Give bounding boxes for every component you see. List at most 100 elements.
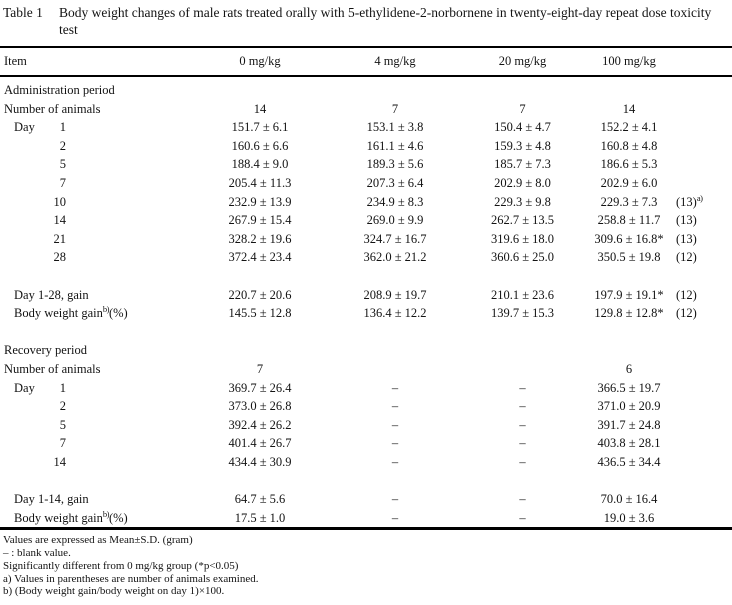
day-prefix: Day: [14, 380, 35, 395]
cell-value: 232.9 ± 13.9: [228, 194, 292, 209]
cell-value: 229.3 ± 7.3: [600, 194, 658, 209]
cell-value: 267.9 ± 15.4: [228, 213, 292, 228]
col-header-0mg: 0 mg/kg: [190, 47, 330, 77]
spacer-row: [0, 267, 732, 286]
cell-annot: [673, 397, 732, 416]
cell-value: 392.4 ± 26.2: [228, 417, 292, 432]
row-label: Body weight gainb)(%): [0, 509, 190, 529]
cell-annot: [673, 137, 732, 156]
row-label: 5: [0, 416, 190, 435]
day-number: 5: [59, 157, 66, 172]
table-row: Body weight gainb)(%) 17.5 ± 1.0 – – 19.…: [0, 509, 732, 529]
cell-annot: [673, 490, 732, 509]
cell-value: 234.9 ± 8.3: [366, 194, 424, 209]
cell-value: 202.9 ± 6.0: [600, 175, 658, 190]
cell-value: 14: [622, 101, 636, 116]
cell-annot: [673, 118, 732, 137]
cell-value: –: [519, 399, 526, 414]
cell-value: 401.4 ± 26.7: [228, 436, 292, 451]
cell-value: 189.3 ± 5.6: [366, 157, 424, 172]
section-label: Administration period: [4, 83, 115, 97]
cell-value: 436.5 ± 34.4: [597, 454, 661, 469]
day-number: 5: [59, 417, 66, 432]
row-label: Day 1-28, gain: [0, 286, 190, 305]
cell-value: 371.0 ± 20.9: [597, 399, 661, 414]
table-row: Body weight gainb)(%) 145.5 ± 12.8 136.4…: [0, 304, 732, 323]
table-row: Number of animals 7 6: [0, 360, 732, 379]
cell-value: 70.0 ± 16.4: [600, 492, 658, 507]
cell-value: 7: [391, 101, 399, 116]
table-body: Administration period Number of animals …: [0, 76, 732, 529]
cell-value: –: [391, 399, 399, 414]
day-number: 14: [53, 213, 67, 228]
row-label-suffix: (%): [108, 510, 128, 525]
cell-value: 14: [253, 101, 267, 116]
row-label-text: Body weight gain: [14, 510, 103, 525]
cell-value: 139.7 ± 15.3: [490, 306, 555, 321]
day-number: 21: [53, 231, 67, 246]
table-row: 2 160.6 ± 6.6 161.1 ± 4.6 159.3 ± 4.8 16…: [0, 137, 732, 156]
row-label-suffix: (%): [108, 306, 128, 321]
footnote-line: b) (Body weight gain/body weight on day …: [3, 585, 225, 598]
row-label: 10: [0, 193, 190, 212]
cell-value: [330, 360, 460, 379]
cell-value: 160.8 ± 4.8: [600, 138, 658, 153]
row-label: 14: [0, 453, 190, 472]
day-number: 14: [53, 454, 67, 469]
cell-value: –: [391, 417, 399, 432]
table-row: Day 1-14, gain 64.7 ± 5.6 – – 70.0 ± 16.…: [0, 490, 732, 509]
cell-annot: (12): [676, 250, 697, 265]
cell-annot: [673, 434, 732, 453]
cell-value: 373.0 ± 26.8: [228, 399, 292, 414]
table-number: Table 1: [3, 5, 43, 20]
cell-annot: [673, 453, 732, 472]
table-row: Day 1-28, gain 220.7 ± 20.6 208.9 ± 19.7…: [0, 286, 732, 305]
table-row: 10 232.9 ± 13.9 234.9 ± 8.3 229.3 ± 9.8 …: [0, 193, 732, 212]
row-label-text: Day 1-28, gain: [14, 287, 89, 302]
cell-annot: (13): [676, 213, 697, 228]
cell-value: 151.7 ± 6.1: [231, 120, 289, 135]
day-prefix: Day: [14, 120, 35, 135]
cell-value: –: [391, 492, 399, 507]
col-header-4mg: 4 mg/kg: [330, 47, 460, 77]
cell-annot: (13): [676, 231, 697, 246]
table-row: 5 188.4 ± 9.0 189.3 ± 5.6 185.7 ± 7.3 18…: [0, 155, 732, 174]
cell-value: 7: [519, 101, 526, 116]
cell-value: –: [391, 454, 399, 469]
cell-value: 185.7 ± 7.3: [494, 157, 551, 172]
cell-annot: [673, 100, 732, 119]
cell-value: 258.8 ± 11.7: [597, 213, 661, 228]
col-header-100mg: 100 mg/kg: [585, 47, 673, 77]
footnote-line: a) Values in parentheses are number of a…: [3, 572, 259, 585]
row-label: 2: [0, 137, 190, 156]
cell-value: 197.9 ± 19.1*: [594, 287, 664, 302]
table-row: Day 1 369.7 ± 26.4 – – 366.5 ± 19.7: [0, 379, 732, 398]
annot-footnote-mark: a): [696, 192, 703, 203]
cell-value: 64.7 ± 5.6: [234, 492, 286, 507]
row-label: Day 1: [0, 118, 190, 137]
row-label: 7: [0, 174, 190, 193]
cell-value: –: [519, 436, 526, 451]
cell-value: 262.7 ± 13.5: [490, 213, 555, 228]
cell-value: –: [391, 510, 399, 525]
table-row: 14 434.4 ± 30.9 – – 436.5 ± 34.4: [0, 453, 732, 472]
cell-annot: (12): [676, 287, 697, 302]
cell-value: 17.5 ± 1.0: [234, 510, 286, 525]
cell-value: 391.7 ± 24.8: [597, 417, 661, 432]
row-label: Number of animals: [4, 101, 101, 116]
cell-value: 160.6 ± 6.6: [231, 138, 289, 153]
cell-value: 145.5 ± 12.8: [228, 306, 292, 321]
row-label: Number of animals: [4, 361, 101, 376]
cell-value: 372.4 ± 23.4: [228, 250, 292, 265]
table-row: Number of animals 14 7 7 14: [0, 100, 732, 119]
section-row: Administration period: [0, 76, 732, 100]
cell-value: –: [519, 510, 526, 525]
table-row: Day 1 151.7 ± 6.1 153.1 ± 3.8 150.4 ± 4.7…: [0, 118, 732, 137]
cell-value: –: [391, 380, 399, 395]
row-label: 5: [0, 155, 190, 174]
row-label: Day 1: [0, 379, 190, 398]
day-number: 28: [53, 250, 67, 265]
data-table: Item 0 mg/kg 4 mg/kg 20 mg/kg 100 mg/kg …: [0, 46, 732, 531]
cell-value: 360.6 ± 25.0: [490, 250, 555, 265]
